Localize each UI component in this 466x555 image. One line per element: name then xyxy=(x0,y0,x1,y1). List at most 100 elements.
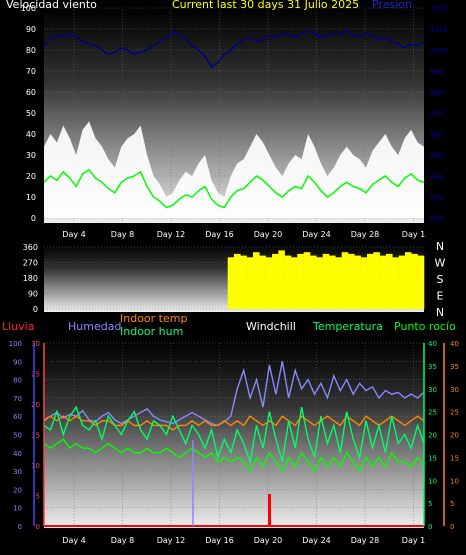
humidity-y-tick: 0 xyxy=(18,523,22,531)
indoor-temp-y-tick: 0 xyxy=(450,523,454,531)
compass-label: S xyxy=(437,273,444,286)
pressure-label: Presion xyxy=(372,0,412,11)
humidity-y-tick: 70 xyxy=(13,395,22,403)
temp-y-tick: 35 xyxy=(428,363,437,371)
compass-label: N xyxy=(436,240,444,253)
direction-bar xyxy=(322,253,330,309)
wind-x-tick: Day 4 xyxy=(62,230,85,239)
humidity-y-tick: 90 xyxy=(13,358,22,366)
rain-y-tick: 10 xyxy=(31,462,40,470)
rain-y-tick: 25 xyxy=(31,371,40,379)
legend-indoor-hum: Indoor hum xyxy=(120,325,183,338)
legend-rain: Lluvia xyxy=(2,320,34,333)
wind-x-tick: Day 12 xyxy=(157,230,186,239)
indoor-temp-y-tick: 25 xyxy=(450,409,459,417)
indoor-temp-y-tick: 35 xyxy=(450,363,459,371)
temp-x-tick: Day 1 xyxy=(402,536,425,545)
wind-label: Velocidad viento xyxy=(6,0,97,11)
wind-x-tick: Day 8 xyxy=(111,230,134,239)
humidity-y-tick: 100 xyxy=(9,340,22,348)
direction-y-tick: 180 xyxy=(23,274,38,283)
wind-y-tick: 50 xyxy=(26,109,36,118)
direction-bar xyxy=(240,255,247,309)
direction-bar xyxy=(360,257,368,309)
wind-y-tick: 80 xyxy=(26,46,36,55)
direction-bar xyxy=(405,252,412,309)
temp-x-tick: Day 28 xyxy=(351,536,380,545)
wind-x-tick: Day 20 xyxy=(254,230,283,239)
direction-bar xyxy=(246,257,254,309)
pressure-y-tick: 1010 xyxy=(430,26,448,34)
temp-x-tick: Day 20 xyxy=(254,536,283,545)
humidity-y-tick: 80 xyxy=(13,377,22,385)
compass-label: N xyxy=(436,306,444,319)
direction-bar xyxy=(265,257,273,309)
rain-spike xyxy=(268,494,271,526)
temp-x-tick: Day 4 xyxy=(62,536,85,545)
temp-x-tick: Day 12 xyxy=(157,536,186,545)
direction-bar xyxy=(291,257,298,309)
direction-bar xyxy=(227,257,235,309)
direction-bar xyxy=(259,255,266,309)
period-label: Current last 30 days 31 Julio 2025 xyxy=(172,0,359,11)
direction-bar xyxy=(373,252,380,309)
wind-y-tick: 10 xyxy=(26,193,36,202)
temp-y-tick: 30 xyxy=(428,386,437,394)
direction-bar xyxy=(341,252,349,309)
indoor-temp-y-tick: 10 xyxy=(450,477,459,485)
temp-y-tick: 5 xyxy=(428,500,432,508)
direction-bar xyxy=(310,255,317,309)
wind-y-tick: 0 xyxy=(31,214,36,223)
rain-y-tick: 15 xyxy=(31,432,40,440)
direction-bar xyxy=(253,252,260,309)
direction-bar xyxy=(234,253,241,309)
temp-x-tick: Day 16 xyxy=(205,536,234,545)
wind-y-tick: 90 xyxy=(26,25,36,34)
direction-bar xyxy=(329,255,336,309)
wind-average-line xyxy=(43,168,425,209)
direction-bar xyxy=(392,257,399,309)
direction-y-tick: 90 xyxy=(28,290,38,299)
indoor-temp-y-tick: 15 xyxy=(450,454,459,462)
temp-panel-bg xyxy=(44,340,424,528)
rain-y-tick: 30 xyxy=(31,340,40,348)
humidity-y-tick: 10 xyxy=(13,505,22,513)
pressure-y-tick: 930 xyxy=(430,194,443,202)
direction-bar xyxy=(411,253,418,309)
humidity-y-tick: 50 xyxy=(13,432,22,440)
direction-bar xyxy=(303,252,311,309)
legend-windchill: Windchill xyxy=(246,320,296,333)
temp-y-tick: 20 xyxy=(428,432,437,440)
direction-bar xyxy=(284,255,292,309)
rain-y-tick: 20 xyxy=(31,401,40,409)
temperature-line xyxy=(43,405,425,465)
temp-y-tick: 40 xyxy=(428,340,437,348)
pressure-y-tick: 920 xyxy=(430,215,443,223)
pressure-y-tick: 980 xyxy=(430,89,443,97)
direction-bar xyxy=(354,255,361,309)
direction-bar xyxy=(272,253,279,309)
indoor-temp-y-tick: 20 xyxy=(450,432,459,440)
wind-x-tick: Day 24 xyxy=(302,230,331,239)
direction-bar xyxy=(278,250,285,309)
wind-y-tick: 70 xyxy=(26,67,36,76)
direction-bar xyxy=(417,255,425,309)
pressure-y-tick: 1000 xyxy=(430,47,448,55)
humidity-y-tick: 60 xyxy=(13,413,22,421)
pressure-y-tick: 990 xyxy=(430,68,443,76)
wind-speed-area xyxy=(44,121,424,218)
humidity-y-tick: 40 xyxy=(13,450,22,458)
direction-bar xyxy=(386,253,393,309)
direction-y-tick: 0 xyxy=(33,305,38,314)
direction-y-tick: 360 xyxy=(23,243,38,252)
rain-y-tick: 5 xyxy=(36,493,40,501)
compass-label: W xyxy=(435,257,446,270)
direction-bar xyxy=(379,255,387,309)
direction-bar xyxy=(348,253,355,309)
legend-dewpoint: Punto rocío xyxy=(394,320,456,333)
pressure-y-tick: 940 xyxy=(430,173,443,181)
humidity-y-tick: 30 xyxy=(13,468,22,476)
wind-y-tick: 40 xyxy=(26,130,36,139)
rain-y-tick: 0 xyxy=(36,523,40,531)
